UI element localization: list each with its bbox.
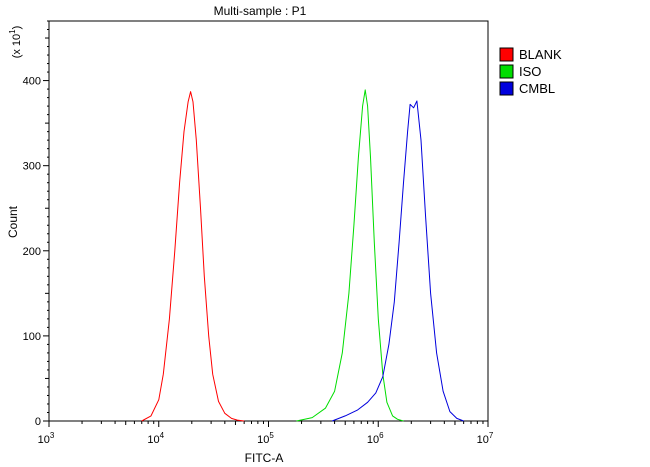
x-tick-label: 107 <box>477 431 494 446</box>
y-tick-label: 300 <box>23 161 41 173</box>
y-axis-label: Count <box>6 205 20 238</box>
y-tick-label: 0 <box>35 416 41 428</box>
x-tick-label: 106 <box>367 431 384 446</box>
y-axis-ticks: 0 100 200 300 400 <box>23 20 49 428</box>
legend-label-blank: BLANK <box>519 47 562 62</box>
legend-swatch-blank <box>499 47 514 62</box>
y-multiplier-label: (x 101) <box>8 26 23 59</box>
x-axis-label: FITC-A <box>245 451 284 465</box>
series-layer <box>141 89 464 422</box>
legend-swatch-iso <box>499 64 514 79</box>
y-tick-label: 200 <box>23 246 41 258</box>
series-line-iso <box>296 89 404 422</box>
x-tick-label: 105 <box>257 431 274 446</box>
x-tick-label: 103 <box>38 431 55 446</box>
y-tick-label: 100 <box>23 331 41 343</box>
x-axis-ticks: 103 104 105 106 107 <box>38 421 494 446</box>
legend-swatch-cmbl <box>499 81 514 96</box>
series-line-cmbl <box>331 100 464 422</box>
svg-text:(x 101): (x 101) <box>8 26 23 59</box>
legend-label-iso: ISO <box>519 64 541 79</box>
legend: BLANK ISO CMBL <box>499 47 562 96</box>
y-tick-label: 400 <box>23 76 41 88</box>
plot-frame <box>48 20 489 422</box>
x-tick-label: 104 <box>147 431 164 446</box>
chart-title: Multi-sample : P1 <box>214 4 307 18</box>
series-line-blank <box>141 91 245 422</box>
legend-label-cmbl: CMBL <box>519 81 555 96</box>
